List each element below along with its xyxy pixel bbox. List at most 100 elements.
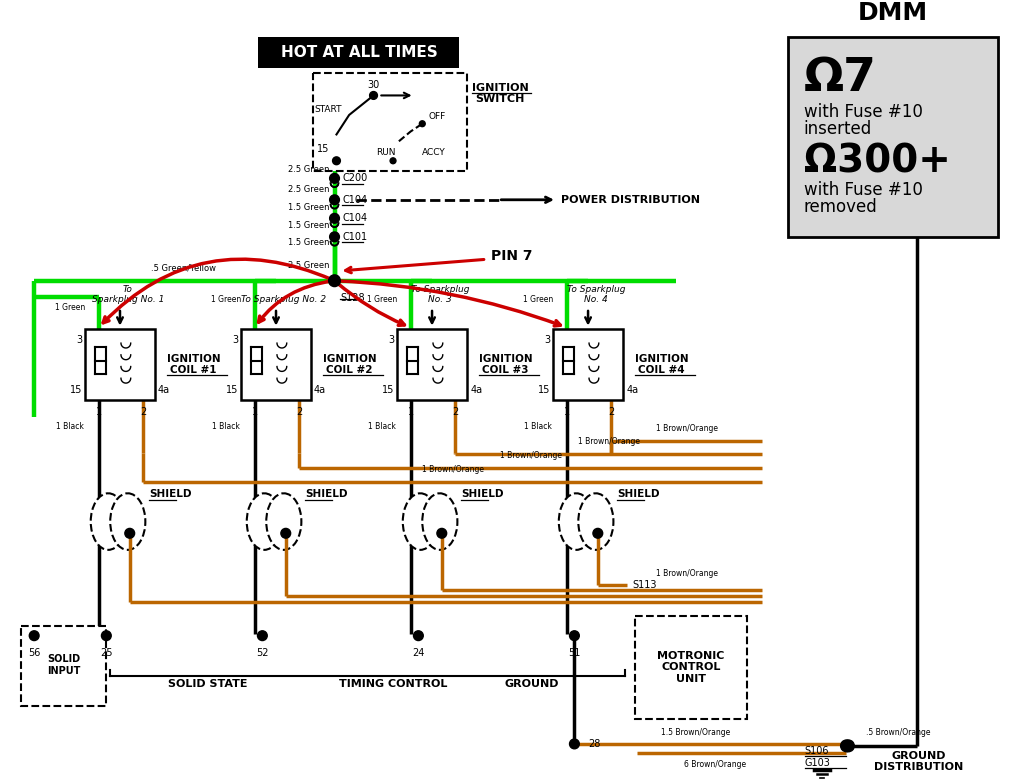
Text: 2: 2 — [296, 407, 302, 417]
Circle shape — [101, 631, 112, 640]
Circle shape — [330, 214, 339, 223]
Ellipse shape — [559, 493, 594, 550]
Text: 1 Black: 1 Black — [212, 423, 240, 431]
Text: IGNITION
COIL #3: IGNITION COIL #3 — [479, 354, 532, 375]
Text: 15: 15 — [70, 385, 82, 395]
Text: 1 Green: 1 Green — [522, 295, 553, 303]
Text: 15: 15 — [225, 385, 238, 395]
Text: with Fuse #10: with Fuse #10 — [804, 181, 923, 199]
Text: 2.5 Green: 2.5 Green — [288, 261, 330, 270]
FancyBboxPatch shape — [788, 37, 997, 237]
Text: S113: S113 — [632, 580, 656, 590]
Text: 1: 1 — [408, 407, 414, 417]
Text: 3: 3 — [544, 335, 550, 346]
Text: DMM: DMM — [858, 2, 928, 25]
Text: 1: 1 — [252, 407, 258, 417]
Text: 1.5 Green: 1.5 Green — [288, 203, 330, 212]
Text: 4a: 4a — [626, 385, 638, 395]
Circle shape — [370, 91, 378, 99]
Bar — [313, 73, 467, 171]
Text: POWER DISTRIBUTION: POWER DISTRIBUTION — [561, 195, 699, 205]
Text: S106: S106 — [805, 746, 829, 756]
Text: Ω7: Ω7 — [804, 56, 877, 101]
Text: SHIELD: SHIELD — [461, 489, 504, 499]
Text: 1 Brown/Orange: 1 Brown/Orange — [578, 438, 640, 446]
Circle shape — [841, 740, 852, 752]
Text: 1 Black: 1 Black — [524, 423, 552, 431]
Text: 30: 30 — [368, 80, 380, 90]
Text: 15: 15 — [316, 144, 329, 154]
Circle shape — [330, 232, 339, 242]
Text: 28: 28 — [588, 739, 600, 749]
Text: IGNITION
COIL #4: IGNITION COIL #4 — [635, 354, 688, 375]
Text: 15: 15 — [382, 385, 394, 395]
Ellipse shape — [91, 493, 126, 550]
Text: 1 Green: 1 Green — [211, 295, 241, 303]
Text: 4a: 4a — [314, 385, 327, 395]
Text: START: START — [314, 105, 341, 114]
Text: To Sparkplug
No. 4: To Sparkplug No. 4 — [566, 285, 625, 304]
Text: 25: 25 — [100, 648, 113, 658]
Circle shape — [569, 631, 580, 640]
Text: To
Sparkplug No. 1: To Sparkplug No. 1 — [91, 285, 164, 304]
Text: 3: 3 — [76, 335, 82, 346]
Text: 1 Black: 1 Black — [368, 423, 396, 431]
Circle shape — [569, 739, 580, 749]
Text: Ω300+: Ω300+ — [804, 142, 950, 180]
Circle shape — [390, 158, 396, 164]
Circle shape — [414, 631, 423, 640]
Text: To Sparkplug No. 2: To Sparkplug No. 2 — [242, 295, 327, 304]
Text: C104: C104 — [342, 213, 368, 223]
Text: IGNITION
SWITCH: IGNITION SWITCH — [472, 83, 528, 105]
FancyBboxPatch shape — [258, 37, 460, 68]
Text: OFF: OFF — [428, 112, 445, 122]
Text: 1 Brown/Orange: 1 Brown/Orange — [422, 465, 483, 473]
Text: 4a: 4a — [470, 385, 482, 395]
Ellipse shape — [247, 493, 282, 550]
Text: C101: C101 — [342, 232, 368, 242]
Text: 2: 2 — [140, 407, 146, 417]
Text: 1.5 Green: 1.5 Green — [288, 238, 330, 247]
Text: 3: 3 — [388, 335, 394, 346]
Text: GROUND: GROUND — [504, 679, 559, 690]
Bar — [85, 329, 155, 399]
Text: 24: 24 — [413, 648, 425, 658]
Text: 1.5 Green: 1.5 Green — [288, 221, 330, 229]
Circle shape — [333, 157, 340, 165]
Bar — [635, 616, 748, 718]
Text: 1 Black: 1 Black — [56, 423, 84, 431]
Text: GROUND
DISTRIBUTION: GROUND DISTRIBUTION — [873, 750, 963, 772]
Circle shape — [329, 275, 340, 286]
Circle shape — [30, 631, 39, 640]
Text: ACCY: ACCY — [422, 148, 445, 158]
Text: removed: removed — [804, 198, 878, 216]
Text: HOT AT ALL TIMES: HOT AT ALL TIMES — [281, 45, 437, 60]
Circle shape — [420, 121, 425, 126]
Text: IGNITION
COIL #2: IGNITION COIL #2 — [323, 354, 377, 375]
Text: IGNITION
COIL #1: IGNITION COIL #1 — [167, 354, 220, 375]
Text: 1.5 Brown/Orange: 1.5 Brown/Orange — [660, 728, 730, 737]
Text: 3: 3 — [231, 335, 238, 346]
Bar — [241, 329, 311, 399]
Circle shape — [281, 528, 291, 538]
Text: RUN: RUN — [377, 148, 396, 158]
Text: 2.5 Green: 2.5 Green — [288, 165, 330, 174]
Text: To Sparkplug
No. 3: To Sparkplug No. 3 — [411, 285, 469, 304]
Ellipse shape — [111, 493, 145, 550]
Ellipse shape — [579, 493, 613, 550]
Text: 1 Brown/Orange: 1 Brown/Orange — [655, 424, 718, 433]
Text: 51: 51 — [568, 648, 581, 658]
Text: SOLID STATE: SOLID STATE — [168, 679, 248, 690]
Text: 1 Brown/Orange: 1 Brown/Orange — [656, 569, 718, 578]
Text: MOTRONIC
CONTROL
UNIT: MOTRONIC CONTROL UNIT — [657, 651, 725, 684]
Text: 1: 1 — [95, 407, 101, 417]
Text: PIN 7: PIN 7 — [490, 250, 532, 264]
Text: 6 Brown/Orange: 6 Brown/Orange — [684, 760, 745, 768]
Circle shape — [593, 528, 603, 538]
Bar — [397, 329, 467, 399]
Circle shape — [257, 631, 267, 640]
Ellipse shape — [266, 493, 301, 550]
Text: 2: 2 — [608, 407, 614, 417]
Text: C104: C104 — [342, 195, 368, 205]
Text: SHIELD: SHIELD — [305, 489, 348, 499]
